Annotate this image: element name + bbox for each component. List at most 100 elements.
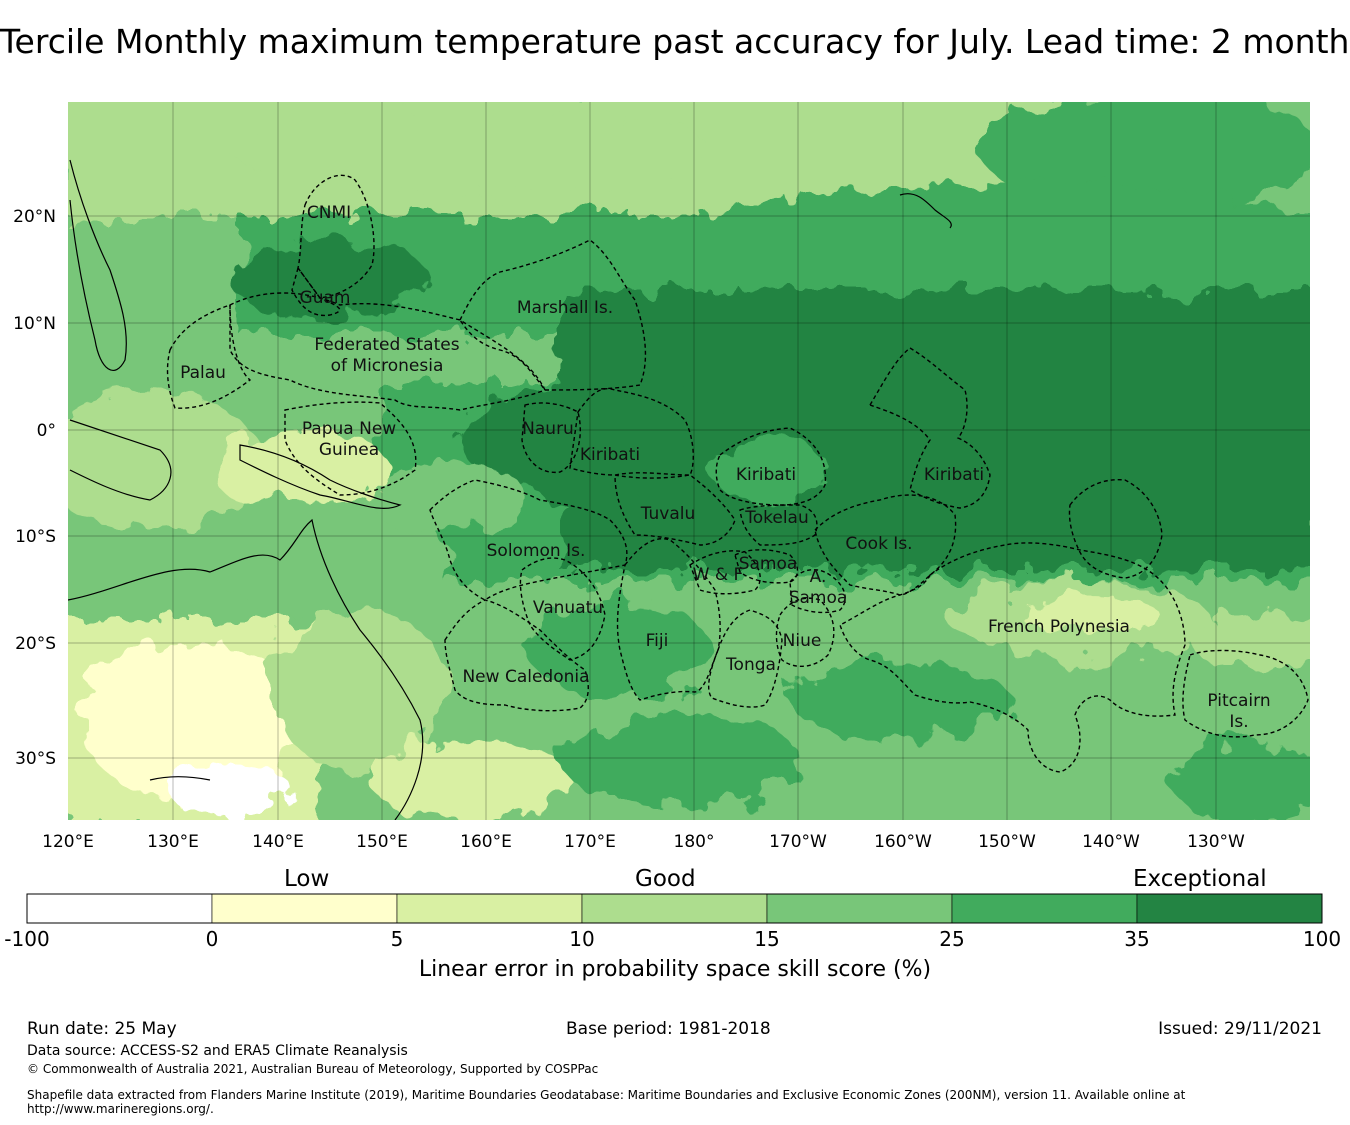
lon-tick: 130°W [1187,832,1245,852]
colorbar-segment [766,893,953,924]
label-tuvalu: Tuvalu [640,504,696,524]
colorbar [26,893,1323,924]
label-nauru: Nauru [522,419,574,439]
eez-niue [775,597,835,667]
lon-tick: 150°W [978,832,1036,852]
colorbar-segment [396,893,583,924]
eez-fiji [616,538,721,701]
label-american-samoa-2: Samoa [789,588,848,608]
colorbar-border [26,893,1323,924]
legend-category-low: Low [284,866,330,892]
lon-tick: 170°E [564,832,616,852]
lat-tick: 10°S [15,527,56,547]
label-pitcairn-1: Pitcairn [1207,691,1270,711]
label-palau: Palau [180,363,226,383]
lon-tick: 120°E [42,832,94,852]
colorbar-tick: 25 [939,927,965,951]
lon-tick: 170°W [769,832,827,852]
hawaii-coast [899,193,952,229]
label-png-2: Guinea [319,440,379,460]
region-labels: CNMI Guam Marshall Is. Federated States … [180,203,1271,732]
label-french-polynesia: French Polynesia [988,617,1130,637]
base-period: Base period: 1981-2018 [566,1019,771,1039]
eez-wallis-futuna [689,550,761,595]
colorbar-tick: -100 [4,927,50,951]
colorbar-tick: 15 [754,927,780,951]
colorbar-tick: 5 [390,927,404,951]
label-tokelau: Tokelau [744,508,809,528]
label-pitcairn-2: Is. [1229,712,1248,732]
new-zealand-coast [149,776,211,781]
label-fsm-1: Federated States [314,335,459,355]
indonesia-coast [69,419,172,501]
eez-boundaries [166,174,1309,773]
lon-tick: 150°E [356,832,408,852]
eez-kiribati-east [1068,478,1163,579]
eez-palau [166,304,252,409]
label-solomon: Solomon Is. [487,541,586,561]
colorbar-tick: 0 [205,927,219,951]
lon-tick: 180° [674,832,715,852]
eez-marshall [459,239,647,391]
label-new-caledonia: New Caledonia [462,667,589,687]
eez-nauru [521,402,581,474]
data-source: Data source: ACCESS-S2 and ERA5 Climate … [27,1043,408,1059]
eez-kiribati-line [868,347,991,509]
australia-coast [68,518,424,820]
label-vanuatu: Vanuatu [533,598,603,618]
colorbar-tick: 10 [569,927,595,951]
eez-kiribati-gilbert [569,388,694,479]
eez-samoa [734,549,799,584]
legend-category-exceptional: Exceptional [1133,866,1267,892]
colorbar-segment [211,893,398,924]
lon-tick-labels: 120°E 130°E 140°E 150°E 160°E 170°E 180°… [42,832,1245,852]
lon-tick: 130°E [147,832,199,852]
label-fsm-2: of Micronesia [331,356,444,376]
lon-tick: 160°E [460,832,512,852]
skill-field [68,102,1310,820]
label-guam: Guam [300,288,351,308]
colorbar-segment [26,893,213,924]
label-kiribati-1: Kiribati [580,445,640,465]
label-cook: Cook Is. [845,534,912,554]
eez-kiribati-phoenix [715,427,827,506]
eez-cnmi [297,174,375,299]
chart-title: Tercile Monthly maximum temperature past… [0,22,1350,61]
eez-tokelau [739,504,818,546]
lat-tick: 10°N [13,314,56,334]
label-tonga: Tonga [725,655,776,675]
colorbar-tick: 35 [1124,927,1150,951]
lat-tick: 0° [37,421,56,441]
issued-date: Issued: 29/11/2021 [1158,1019,1322,1039]
lon-tick: 140°E [252,832,304,852]
label-png-1: Papua New [302,419,396,439]
lat-tick-labels: 20°N 10°N 0° 10°S 20°S 30°S [13,207,56,769]
new-guinea-coast [239,444,402,509]
label-marshall: Marshall Is. [517,298,613,318]
colorbar-segment [951,893,1138,924]
label-samoa: Samoa [739,554,798,574]
label-kiribati-3: Kiribati [924,465,984,485]
lat-tick: 20°S [15,634,56,654]
eez-guam [291,266,341,317]
eez-pitcairn [1182,649,1309,738]
eez-french-polynesia [839,542,1186,773]
eez-tonga [708,609,783,708]
colorbar-title: Linear error in probability space skill … [418,957,932,982]
colorbar-tick: 100 [1302,927,1342,951]
label-cnmi: CNMI [307,203,351,223]
eez-fsm [229,292,546,411]
eez-cook [814,494,957,596]
label-fiji: Fiji [646,631,669,651]
eez-png [284,401,417,496]
eez-new-caledonia [444,599,589,712]
lon-tick: 160°W [874,832,932,852]
label-kiribati-2: Kiribati [736,465,796,485]
coastlines [68,159,952,820]
label-american-samoa-1: A. [810,567,827,587]
eez-american-samoa [789,568,846,614]
colorbar-segment [581,893,768,924]
lat-tick: 30°S [15,749,56,769]
label-wallis-futuna: W & F [693,565,744,585]
